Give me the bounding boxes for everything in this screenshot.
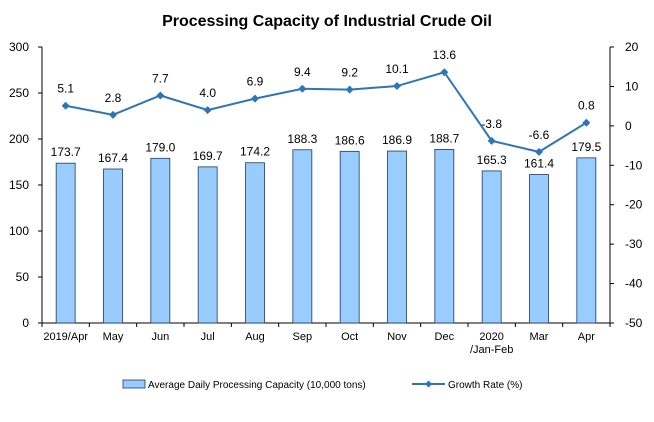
growth-rate-marker: [393, 82, 401, 91]
y-left-tick-label: 100: [9, 224, 29, 238]
y-right-tick-label: 10: [625, 79, 639, 93]
bar: [197, 166, 218, 324]
growth-rate-marker: [298, 84, 307, 93]
legend-line-marker: [425, 380, 432, 388]
x-tick-label: 2019/Apr: [43, 331, 88, 343]
growth-rate-label: 10.1: [385, 62, 409, 76]
bar: [245, 162, 265, 324]
x-tick-label: Jul: [201, 331, 215, 343]
growth-rate-label: 9.2: [341, 66, 358, 80]
y-left-tick-label: 300: [9, 40, 29, 54]
growth-rate-marker: [61, 101, 70, 110]
bar-value-label: 167.4: [98, 151, 128, 165]
x-tick-label: /Jan-Feb: [470, 344, 513, 356]
bar-value-label: 161.4: [524, 157, 554, 171]
chart-title: Processing Capacity of Industrial Crude …: [162, 13, 492, 30]
growth-rate-marker: [345, 85, 354, 94]
y-right-tick-label: 0: [625, 119, 632, 133]
growth-rate-label: -3.8: [481, 117, 502, 131]
growth-rate-label: 13.6: [433, 48, 457, 62]
legend-bar-label: Average Daily Processing Capacity (10,00…: [148, 380, 366, 391]
bar-value-label: 169.7: [193, 149, 223, 163]
x-tick-label: Dec: [435, 331, 455, 343]
bar-value-label: 179.5: [571, 140, 601, 154]
bar: [434, 148, 455, 324]
growth-rate-line: [65, 71, 587, 153]
growth-rate-marker: [535, 147, 543, 156]
growth-rate-marker: [203, 106, 212, 115]
x-tick-label: Apr: [578, 331, 595, 343]
legend-bar-swatch: [122, 379, 146, 389]
growth-rate-label: 4.0: [199, 86, 216, 100]
y-right-tick-label: -50: [625, 316, 643, 330]
bar-value-label: 165.3: [477, 153, 507, 167]
growth-rate-marker: [487, 136, 496, 145]
growth-rate-label: 0.8: [578, 99, 595, 113]
x-tick-label: Oct: [341, 331, 358, 343]
y-right-tick-label: -10: [625, 158, 643, 172]
x-tick-label: Aug: [245, 331, 265, 343]
growth-rate-marker: [582, 118, 591, 127]
growth-rate-label: 5.1: [57, 82, 74, 96]
growth-rate-label: 2.8: [105, 91, 122, 105]
growth-rate-label: 9.4: [294, 65, 311, 79]
growth-rate-marker: [109, 110, 117, 119]
y-left-tick-label: 250: [9, 86, 29, 100]
growth-rate-marker: [156, 91, 165, 100]
x-tick-label: May: [103, 331, 124, 343]
bar: [150, 157, 171, 324]
y-left-tick-label: 0: [22, 316, 29, 330]
bar: [339, 150, 360, 324]
bar: [292, 149, 313, 324]
bar: [55, 162, 76, 324]
y-right-tick-label: -40: [625, 277, 643, 291]
bar: [529, 174, 549, 324]
growth-rate-label: 7.7: [152, 71, 169, 85]
bar-value-label: 188.7: [429, 131, 459, 145]
x-tick-label: Jun: [151, 331, 169, 343]
bar-value-label: 186.6: [335, 133, 365, 147]
x-tick-label: 2020: [479, 331, 503, 343]
bar: [103, 168, 123, 324]
y-right-tick-label: -30: [625, 237, 643, 251]
y-right-tick-label: 20: [625, 40, 639, 54]
growth-rate-marker: [251, 94, 259, 103]
bar-value-label: 188.3: [287, 132, 317, 146]
x-tick-label: Sep: [293, 331, 313, 343]
bar: [387, 150, 407, 324]
bar-value-label: 186.9: [382, 133, 412, 147]
y-right-tick-label: -20: [625, 198, 643, 212]
bar-value-label: 173.7: [51, 145, 81, 159]
x-tick-label: Nov: [387, 331, 407, 343]
growth-rate-marker: [440, 68, 449, 77]
growth-rate-label: 6.9: [247, 75, 264, 89]
growth-rate-label: -6.6: [529, 128, 550, 142]
bar-value-label: 179.0: [145, 140, 175, 154]
x-tick-label: Mar: [530, 331, 549, 343]
y-left-tick-label: 150: [9, 178, 29, 192]
bar-value-label: 174.2: [240, 145, 270, 159]
bar: [576, 157, 597, 324]
y-left-tick-label: 200: [9, 132, 29, 146]
y-left-tick-label: 50: [16, 270, 30, 284]
bar: [481, 170, 502, 324]
legend-line-label: Growth Rate (%): [448, 380, 522, 391]
